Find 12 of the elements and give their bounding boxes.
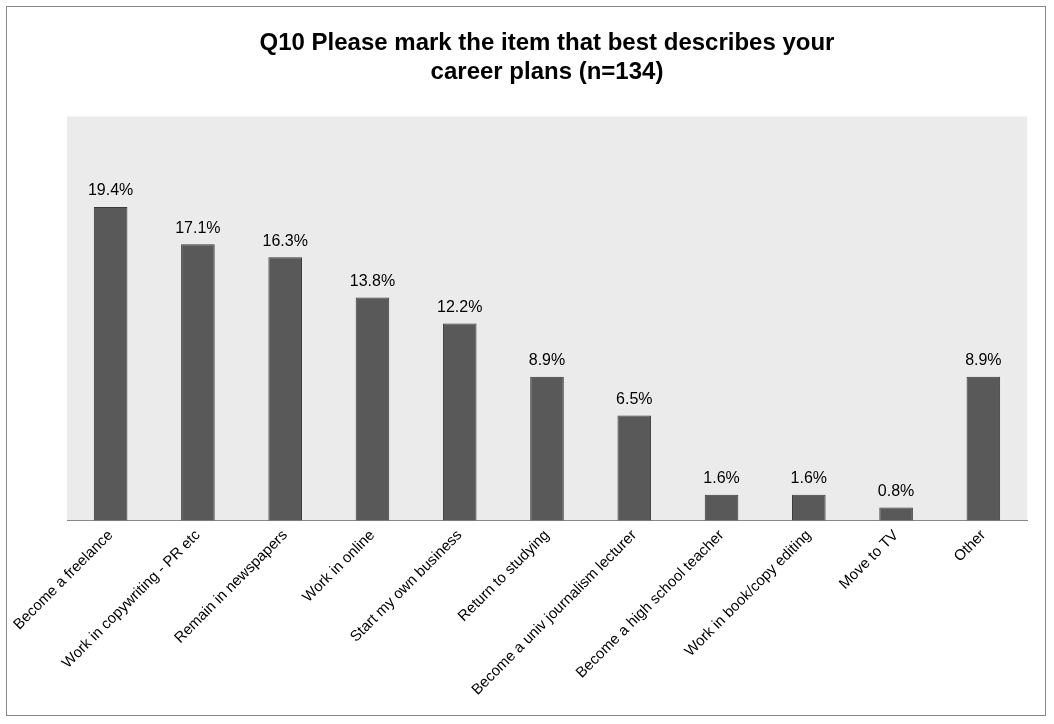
data-label: 8.9% xyxy=(965,351,1002,369)
data-label: 0.8% xyxy=(877,482,915,499)
data-label: 1.6% xyxy=(790,469,828,487)
data-label: 13.8% xyxy=(349,271,396,289)
data-label: 19.4% xyxy=(87,181,134,199)
chart-title: Q10 Please mark the item that best describes your career plans (n=134) xyxy=(259,28,835,84)
data-label: 6.5% xyxy=(616,389,653,407)
data-label: 8.9% xyxy=(528,351,566,369)
data-label: 16.3% xyxy=(262,231,308,249)
data-label: 17.1% xyxy=(175,218,221,236)
data-label: 1.6% xyxy=(703,469,740,487)
data-label: 12.2% xyxy=(437,297,483,315)
